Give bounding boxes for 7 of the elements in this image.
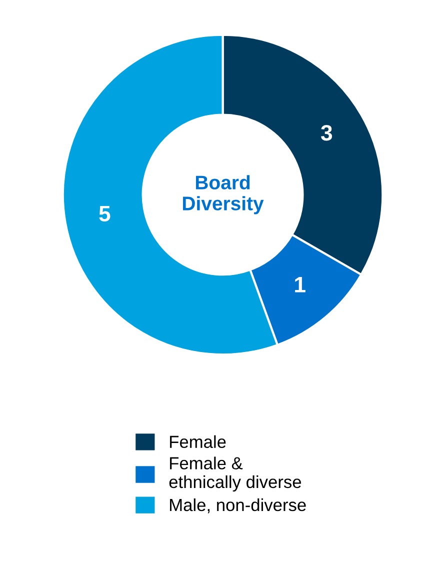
text: Board Diversity <box>183 175 264 214</box>
data-label: 3 <box>320 124 332 141</box>
data-label: 1 <box>295 277 306 292</box>
legend-label: Female <box>170 435 226 448</box>
legend-label: Male, non-diverse <box>170 498 306 514</box>
legend-label: Female & ethnically diverse <box>169 456 302 492</box>
data-label: 5 <box>99 206 110 222</box>
